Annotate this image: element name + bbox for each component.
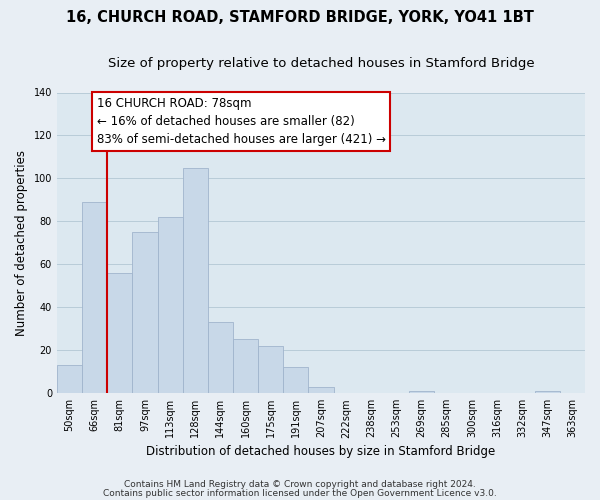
Bar (233, 340, 258, 393)
Bar (82, 202, 107, 393)
Title: Size of property relative to detached houses in Stamford Bridge: Size of property relative to detached ho… (107, 58, 534, 70)
Bar (535, 391, 560, 393)
Bar (208, 322, 233, 393)
Bar (107, 273, 133, 393)
Text: 16 CHURCH ROAD: 78sqm
← 16% of detached houses are smaller (82)
83% of semi-deta: 16 CHURCH ROAD: 78sqm ← 16% of detached … (97, 97, 386, 146)
Bar (158, 217, 182, 393)
Bar (283, 368, 308, 393)
Bar (133, 232, 158, 393)
Bar (57, 366, 82, 393)
Text: Contains HM Land Registry data © Crown copyright and database right 2024.: Contains HM Land Registry data © Crown c… (124, 480, 476, 489)
Text: 16, CHURCH ROAD, STAMFORD BRIDGE, YORK, YO41 1BT: 16, CHURCH ROAD, STAMFORD BRIDGE, YORK, … (66, 10, 534, 25)
Bar (258, 346, 283, 393)
Bar (182, 168, 208, 393)
Bar (409, 391, 434, 393)
Y-axis label: Number of detached properties: Number of detached properties (15, 150, 28, 336)
Bar (308, 387, 334, 393)
X-axis label: Distribution of detached houses by size in Stamford Bridge: Distribution of detached houses by size … (146, 444, 496, 458)
Text: Contains public sector information licensed under the Open Government Licence v3: Contains public sector information licen… (103, 490, 497, 498)
